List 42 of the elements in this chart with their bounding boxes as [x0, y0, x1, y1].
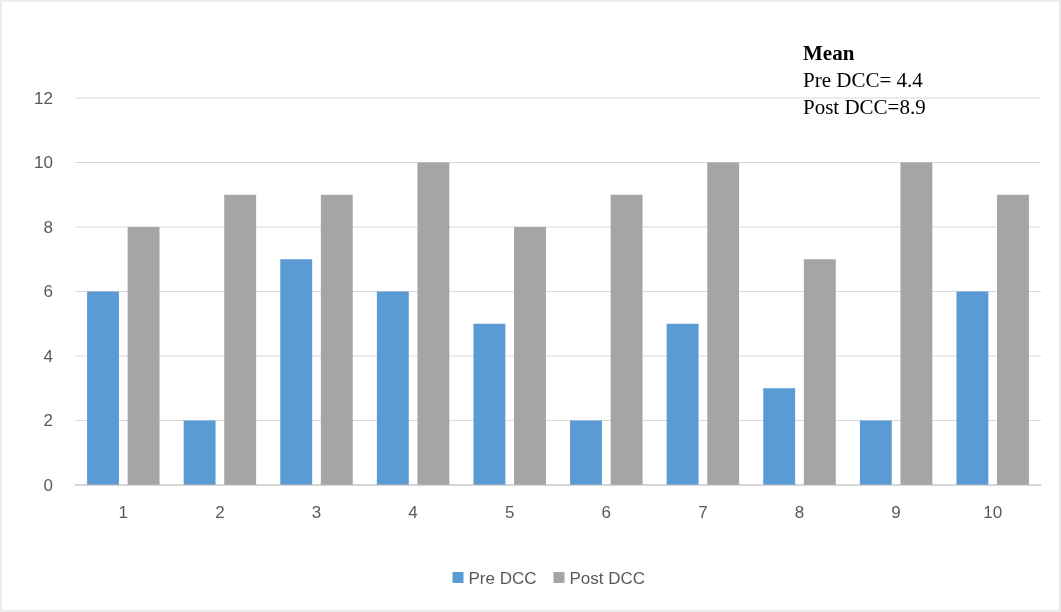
y-tick-label: 4: [43, 346, 53, 366]
bar: [956, 291, 989, 485]
text: Pre DCC= 4.4: [803, 68, 924, 92]
x-tick-label: 1: [118, 503, 129, 522]
legend-label: Post DCC: [569, 568, 646, 588]
bar: [224, 194, 257, 485]
bar: [997, 194, 1029, 485]
x-tick-label: 3: [311, 503, 322, 522]
y-tick-label: 0: [43, 475, 53, 495]
bar: [87, 291, 119, 485]
x-tick-label: 9: [891, 503, 901, 522]
bar: [859, 420, 892, 485]
y-tick-label: 8: [43, 217, 53, 237]
legend-label: Pre DCC: [468, 568, 537, 588]
text: Mean: [803, 41, 855, 65]
bar: [900, 162, 933, 485]
bar: [376, 291, 409, 485]
bar: [183, 420, 216, 485]
bar: [803, 259, 836, 485]
y-tick-label: 2: [43, 411, 53, 431]
bar: [514, 227, 546, 485]
bar: [707, 162, 740, 485]
x-tick-label: 10: [983, 503, 1003, 522]
bar: [666, 323, 699, 485]
annotation: Post DCC=8.9: [803, 95, 926, 119]
x-tick-label: 7: [698, 503, 708, 522]
bar: [763, 388, 796, 485]
x-tick-label: 6: [601, 503, 612, 522]
y-tick-label: 12: [34, 88, 53, 108]
x-tick-label: 4: [408, 503, 418, 522]
x-tick-label: 8: [794, 503, 805, 522]
bar: [610, 194, 643, 485]
y-tick-label: 10: [34, 153, 53, 173]
bar: [320, 194, 353, 485]
bar: [417, 162, 450, 485]
y-tick-label: 6: [43, 282, 53, 302]
bar: [570, 420, 602, 485]
x-tick-label: 2: [215, 503, 225, 522]
x-tick-label: 5: [504, 503, 515, 522]
bar: [127, 227, 160, 485]
bar: [473, 323, 506, 485]
bar: [280, 259, 313, 485]
